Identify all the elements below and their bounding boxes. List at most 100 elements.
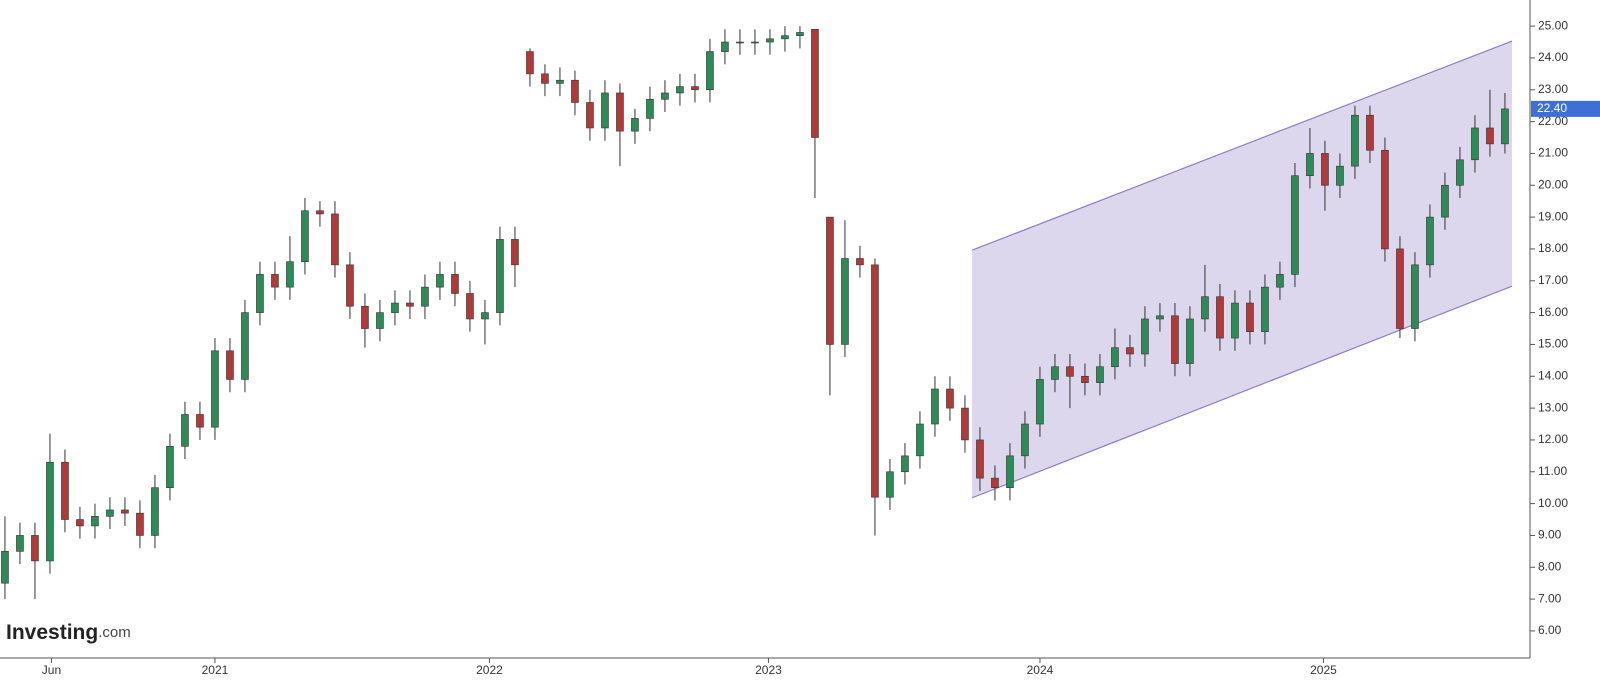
candle-body [121,509,129,514]
candle-body [196,414,204,428]
candle-body [226,350,234,380]
y-tick-label: 21.00 [1538,146,1568,160]
candle-body [106,509,114,517]
y-tick-label: 13.00 [1538,400,1568,414]
candle-body [211,350,219,428]
candle-body [1201,296,1209,320]
candle-body [241,312,249,380]
candle-body [421,286,429,307]
candle-body [1081,375,1089,383]
candle-body [796,32,804,36]
candle-body [1411,264,1419,329]
candle-body [76,519,84,527]
candle-body [16,535,24,552]
candle-body [1291,175,1299,275]
candle-body [691,86,699,91]
candle-body [301,210,309,262]
candle-body [406,302,414,307]
candle-body [1141,318,1149,355]
candle-body [766,38,774,43]
channel-upper [971,40,1513,251]
candle-body [256,274,264,313]
y-tick-label: 18.00 [1538,241,1568,255]
candle-body [1021,423,1029,457]
candle-body [826,216,834,345]
y-tick-label: 8.00 [1538,559,1562,573]
x-tick-label: 2025 [1310,663,1337,677]
candle-body [991,477,999,488]
last-price-label: 22.40 [1537,101,1567,115]
y-tick-label: 15.00 [1538,337,1568,351]
candle-body [1321,153,1329,186]
candle-body [676,86,684,94]
y-tick-label: 7.00 [1538,591,1562,605]
y-tick-label: 25.00 [1538,18,1568,32]
candle-body [631,118,639,132]
candle-body [1276,274,1284,288]
candle-body [1426,216,1434,266]
logo: Investing.com [6,621,131,644]
candle-body [781,35,789,40]
y-tick-label: 10.00 [1538,496,1568,510]
candle-body [361,305,369,329]
y-tick-label: 12.00 [1538,432,1568,446]
candle-body [1231,302,1239,339]
last-price-tag [1531,100,1600,117]
candle-body [526,51,534,75]
candle-body [436,274,444,288]
candle-body [181,414,189,447]
y-tick-label: 22.00 [1538,114,1568,128]
candle-body [1261,286,1269,333]
candle-body [751,41,759,44]
candle-body [1471,127,1479,161]
candle-body [856,258,864,266]
y-tick-label: 20.00 [1538,177,1568,191]
candle-body [166,446,174,488]
candle-body [316,210,324,215]
candle-body [1171,315,1179,364]
candle-body [736,41,744,44]
x-tick-label: Jun [42,663,61,677]
candle-body [1396,248,1404,329]
candle-body [1456,159,1464,186]
candle-body [556,79,564,84]
x-tick-label: 2021 [202,663,229,677]
candle-body [1051,366,1059,380]
candle-body [721,41,729,52]
candle-body [1246,302,1254,333]
y-tick-label: 19.00 [1538,209,1568,223]
candle-body [841,258,849,345]
candle-body [1036,379,1044,425]
candle-body [1306,153,1314,177]
candle-body [1096,366,1104,383]
y-tick-label: 9.00 [1538,528,1562,542]
candle-body [271,274,279,288]
candle-body [916,423,924,457]
candle-body [61,461,69,520]
y-tick-label: 24.00 [1538,50,1568,64]
candle-body [151,487,159,536]
y-tick-label: 23.00 [1538,82,1568,96]
x-tick-label: 2024 [1027,663,1054,677]
candle-body [601,92,609,129]
candle-body [496,239,504,313]
candle-body [1381,149,1389,250]
candle-body [451,274,459,294]
candle-body [646,99,654,119]
candle-body [1126,347,1134,355]
candle-body [1216,296,1224,339]
candle-body [511,239,519,266]
candle-body [571,79,579,103]
candle-body [961,407,969,441]
candle-body [1156,315,1164,320]
candle-body [811,28,819,138]
candle-body [901,455,909,473]
candle-body [1111,347,1119,368]
candle-body [541,73,549,84]
y-tick-label: 14.00 [1538,368,1568,382]
candle-body [1366,114,1374,151]
candle-body [886,471,894,498]
candle-body [1006,455,1014,488]
channel-lower [971,285,1513,499]
x-tick-label: 2023 [755,663,782,677]
